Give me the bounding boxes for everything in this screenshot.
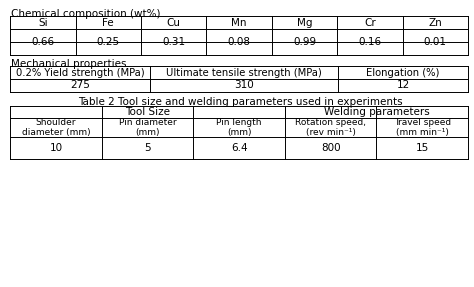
Text: 310: 310 (234, 80, 254, 90)
Text: Welding parameters: Welding parameters (324, 107, 429, 117)
Text: Elongation (%): Elongation (%) (366, 67, 439, 77)
Text: Ultimate tensile strength (MPa): Ultimate tensile strength (MPa) (166, 67, 322, 77)
Text: Shoulder
diameter (mm): Shoulder diameter (mm) (22, 118, 90, 137)
Text: Travel speed
(mm min⁻¹): Travel speed (mm min⁻¹) (394, 118, 451, 137)
Text: Mg: Mg (297, 18, 312, 28)
Text: 0.01: 0.01 (424, 37, 447, 47)
Text: 5: 5 (144, 143, 151, 153)
Text: 12: 12 (396, 80, 410, 90)
Text: 0.2% Yield strength (MPa): 0.2% Yield strength (MPa) (16, 67, 145, 77)
Text: Zn: Zn (428, 18, 442, 28)
Text: 275: 275 (70, 80, 90, 90)
Text: Pin length
(mm): Pin length (mm) (216, 118, 262, 137)
Text: 0.08: 0.08 (228, 37, 251, 47)
Text: 0.66: 0.66 (31, 37, 55, 47)
Text: Pin diameter
(mm): Pin diameter (mm) (118, 118, 176, 137)
Text: Mn: Mn (231, 18, 247, 28)
Text: Cu: Cu (167, 18, 181, 28)
Text: Table 2 Tool size and welding parameters used in experiments: Table 2 Tool size and welding parameters… (78, 97, 402, 107)
Text: Cr: Cr (364, 18, 376, 28)
Text: 10: 10 (49, 143, 63, 153)
Text: 0.25: 0.25 (97, 37, 120, 47)
Text: 800: 800 (321, 143, 340, 153)
Text: 15: 15 (416, 143, 429, 153)
Text: 0.99: 0.99 (293, 37, 316, 47)
Text: 0.31: 0.31 (162, 37, 185, 47)
Text: Mechanical properties: Mechanical properties (11, 59, 127, 69)
Text: Si: Si (38, 18, 48, 28)
Text: 6.4: 6.4 (231, 143, 247, 153)
Text: Tool Size: Tool Size (125, 107, 170, 117)
Text: 0.16: 0.16 (358, 37, 382, 47)
Text: Fe: Fe (102, 18, 114, 28)
Text: Chemical composition (wt%): Chemical composition (wt%) (11, 9, 161, 19)
Text: Rotation speed,
(rev min⁻¹): Rotation speed, (rev min⁻¹) (295, 118, 366, 137)
